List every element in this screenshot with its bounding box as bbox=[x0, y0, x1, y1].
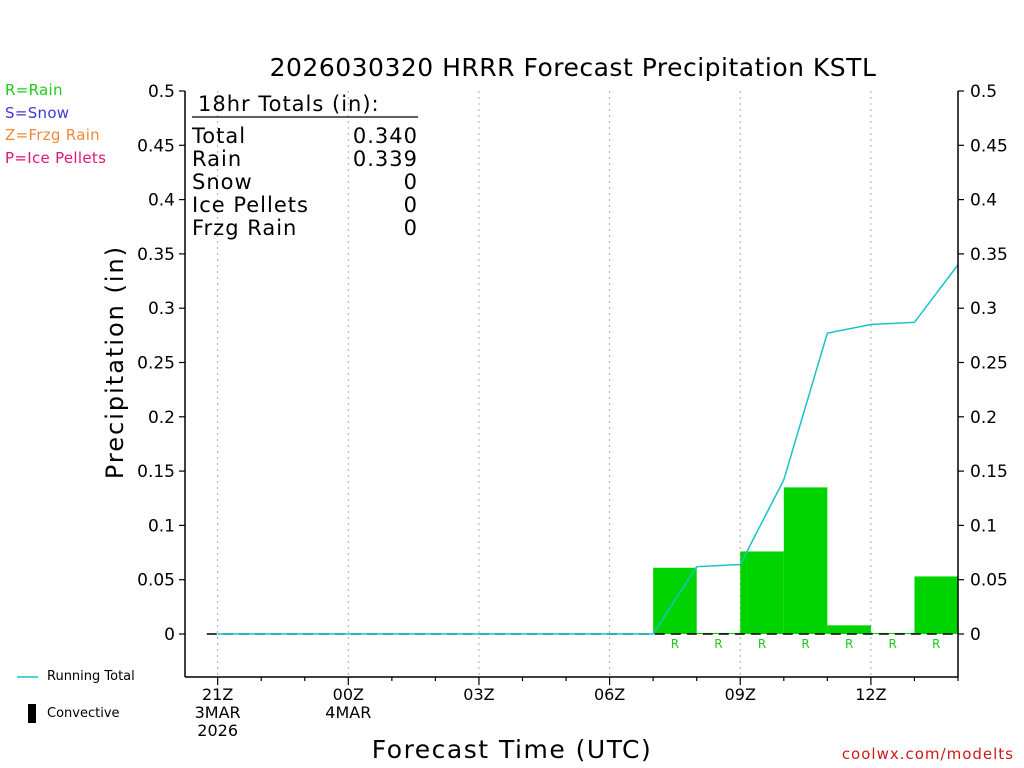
running-total-legend-label: Running Total bbox=[47, 669, 135, 684]
totals-row-value: 0 bbox=[404, 193, 418, 217]
x-tick-label: 12Z bbox=[855, 685, 886, 704]
y-tick-label-right: 0.5 bbox=[970, 82, 997, 102]
totals-row-label: Ice Pellets bbox=[192, 193, 309, 217]
totals-row-value: 0 bbox=[404, 216, 418, 240]
precip-type-label: R bbox=[932, 637, 940, 651]
x-tick-label: 4MAR bbox=[325, 703, 371, 722]
precip-bars bbox=[653, 487, 958, 634]
y-tick-label-right: 0.3 bbox=[970, 299, 997, 319]
x-tick-label: 2026 bbox=[197, 721, 238, 740]
precip-type-label: R bbox=[714, 637, 722, 651]
x-axis-label: Forecast Time (UTC) bbox=[372, 735, 652, 764]
precip-bar bbox=[870, 632, 915, 634]
precip-type-label: R bbox=[671, 637, 679, 651]
y-tick-label-right: 0 bbox=[970, 625, 981, 645]
y-ticks: 0 00.05 0.050.1 0.10.15 0.150.2 0.20.25 0.250.… bbox=[137, 82, 1008, 645]
ice-pellets-legend: P=Ice Pellets bbox=[5, 149, 107, 167]
precip-type-label: R bbox=[889, 637, 897, 651]
running-total-line bbox=[217, 264, 959, 635]
y-tick-label-right: 0.35 bbox=[970, 245, 1008, 265]
y-tick-label-right: 0.25 bbox=[970, 354, 1008, 374]
y-tick-label-left: 0.3 bbox=[148, 299, 175, 319]
x-tick-label: 03Z bbox=[463, 685, 494, 704]
y-tick-label-right: 0.4 bbox=[970, 191, 997, 211]
chart-title: 2026030320 HRRR Forecast Precipitation K… bbox=[270, 53, 877, 82]
totals-row-label: Snow bbox=[192, 170, 253, 194]
y-tick-label-right: 0.1 bbox=[970, 516, 997, 536]
precip-bar bbox=[783, 487, 828, 634]
snow-legend: S=Snow bbox=[5, 104, 70, 122]
x-tick-label: 3MAR bbox=[195, 703, 241, 722]
totals-row-value: 0 bbox=[404, 170, 418, 194]
rain-legend: R=Rain bbox=[5, 81, 63, 99]
credit-text: coolwx.com/modelts bbox=[841, 745, 1014, 763]
y-tick-label-left: 0.15 bbox=[137, 462, 175, 482]
totals-row-label: Total bbox=[191, 124, 246, 148]
x-tick-label: 09Z bbox=[725, 685, 756, 704]
precip-bar bbox=[827, 625, 871, 634]
y-tick-label-left: 0.1 bbox=[148, 516, 175, 536]
plot-frame bbox=[184, 91, 959, 678]
precip-type-label: R bbox=[845, 637, 853, 651]
running-total-polyline bbox=[217, 264, 959, 635]
y-tick-label-left: 0.4 bbox=[148, 191, 175, 211]
precip-type-label: R bbox=[801, 637, 809, 651]
y-tick-label-left: 0 bbox=[164, 625, 175, 645]
totals-row-label: Rain bbox=[192, 147, 242, 171]
y-tick-label-left: 0.45 bbox=[137, 136, 175, 156]
convective-legend-label: Convective bbox=[47, 706, 120, 721]
totals-box: 18hr Totals (in): Total 0.340 Rain 0.339 Snow… bbox=[191, 92, 418, 240]
y-tick-label-left: 0.25 bbox=[137, 354, 175, 374]
y-tick-label-right: 0.45 bbox=[970, 136, 1008, 156]
y-tick-label-left: 0.35 bbox=[137, 245, 175, 265]
totals-row-label: Frzg Rain bbox=[192, 216, 297, 240]
precip-type-label: R bbox=[758, 637, 766, 651]
totals-heading: 18hr Totals (in): bbox=[198, 92, 380, 116]
totals-row-value: 0.339 bbox=[353, 147, 418, 171]
precip-bar bbox=[696, 632, 741, 634]
y-axis-label: Precipitation (in) bbox=[101, 245, 129, 479]
y-tick-label-left: 0.2 bbox=[148, 408, 175, 428]
x-tick-label: 06Z bbox=[594, 685, 625, 704]
freezing-rain-legend: Z=Frzg Rain bbox=[5, 126, 100, 144]
x-tick-label: 00Z bbox=[333, 685, 364, 704]
convective-legend-swatch bbox=[28, 704, 36, 723]
y-tick-label-left: 0.05 bbox=[137, 571, 175, 591]
x-tick-label: 21Z bbox=[202, 685, 233, 704]
y-tick-label-left: 0.5 bbox=[148, 82, 175, 102]
precip-bar bbox=[740, 551, 784, 634]
y-tick-label-right: 0.05 bbox=[970, 571, 1008, 591]
totals-row-value: 0.340 bbox=[353, 124, 418, 148]
precip-bar bbox=[914, 576, 958, 634]
y-tick-label-right: 0.15 bbox=[970, 462, 1008, 482]
grid-lines bbox=[217, 91, 872, 677]
y-tick-label-right: 0.2 bbox=[970, 408, 997, 428]
